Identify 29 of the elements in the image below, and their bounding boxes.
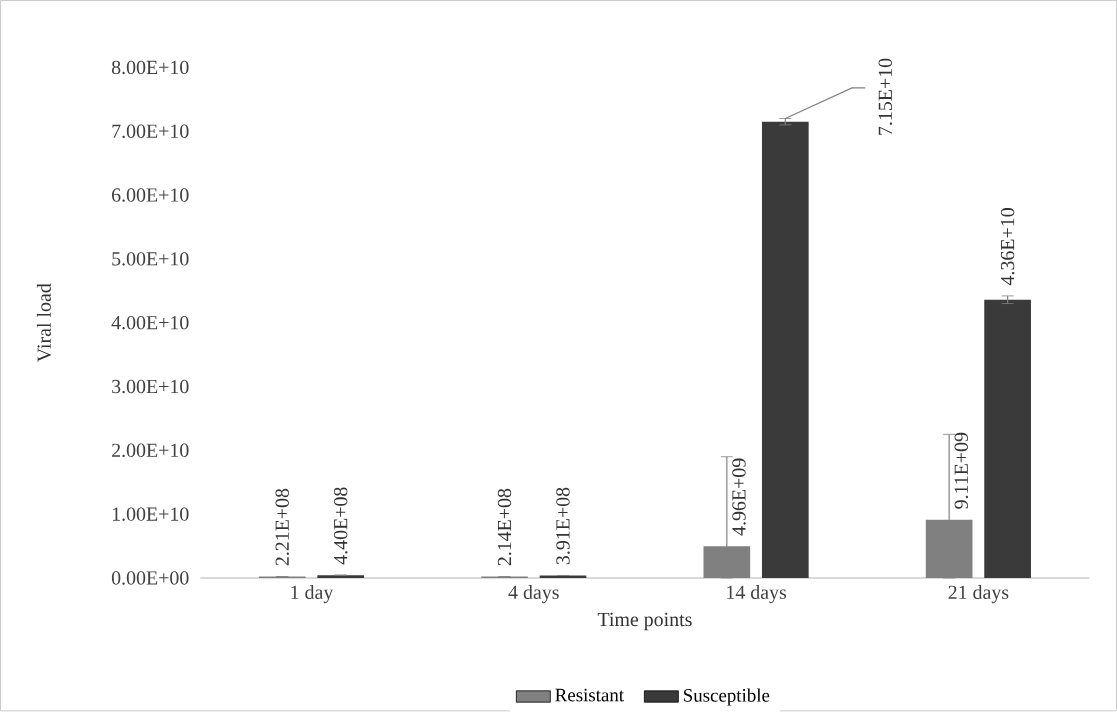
data-label: 7.15E+10 (878, 58, 893, 135)
data-label: 2.21E+08 (275, 489, 289, 566)
bar (317, 575, 365, 579)
x-tick-label: 4 days (508, 585, 559, 604)
legend-label: Resistant (555, 688, 624, 702)
bar (984, 299, 1031, 579)
data-label: 3.91E+08 (556, 487, 570, 565)
x-axis-title: Time points (597, 613, 692, 631)
data-label: 4.40E+08 (333, 487, 348, 565)
bar (539, 575, 587, 579)
y-tick-label: 5.00E+10 (112, 252, 189, 266)
x-tick-label: 14 days (727, 585, 787, 604)
legend-label: Susceptible (684, 688, 770, 706)
data-label: 4.36E+10 (1000, 208, 1015, 286)
y-tick-label: 6.00E+10 (112, 188, 189, 203)
y-tick-label: 8.00E+10 (111, 60, 189, 75)
data-label: 9.11E+09 (954, 433, 969, 510)
y-axis-title: Viral load (36, 283, 52, 363)
data-label: 4.96E+09 (732, 458, 746, 536)
data-label: 2.14E+08 (497, 489, 512, 566)
y-tick-label: 0.00E+00 (111, 571, 189, 585)
x-tick-label: 1 day (291, 585, 334, 604)
y-tick-label: 7.00E+10 (112, 124, 189, 139)
y-tick-label: 1.00E+10 (112, 507, 189, 522)
y-tick-label: 2.00E+10 (112, 443, 189, 458)
x-tick-label: 21 days (948, 585, 1009, 604)
bar (761, 121, 809, 579)
y-tick-label: 4.00E+10 (111, 316, 189, 330)
y-tick-label: 3.00E+10 (112, 380, 189, 394)
